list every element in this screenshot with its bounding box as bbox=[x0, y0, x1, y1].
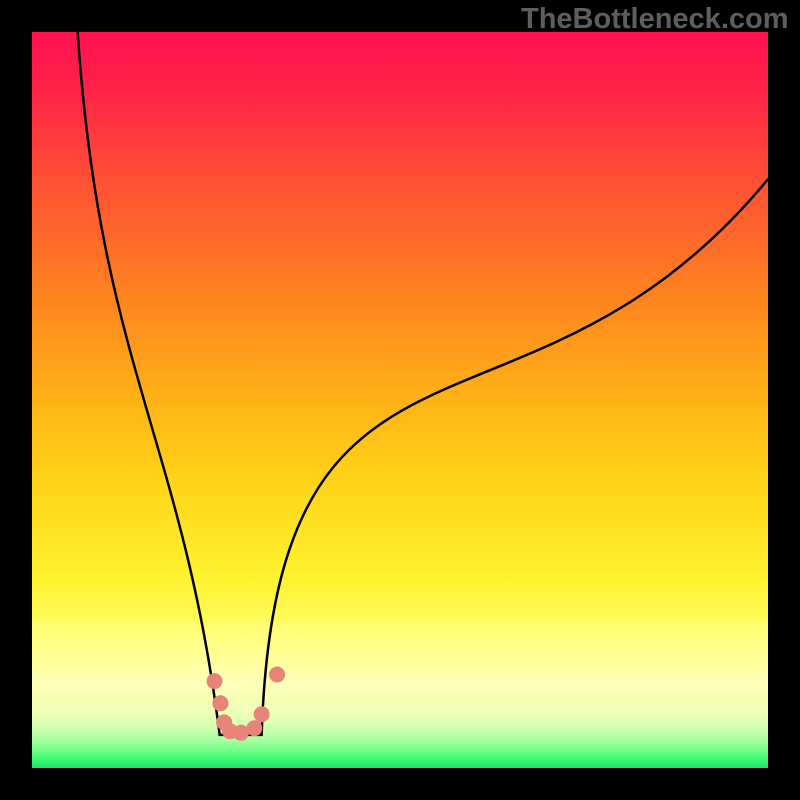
data-point bbox=[246, 720, 262, 736]
pale-band bbox=[32, 621, 768, 695]
data-point bbox=[207, 673, 223, 689]
data-point bbox=[269, 667, 285, 683]
data-point bbox=[254, 706, 270, 722]
watermark-text: TheBottleneck.com bbox=[521, 3, 789, 36]
outer-frame: TheBottleneck.com bbox=[0, 0, 800, 800]
plot-svg bbox=[32, 32, 768, 768]
data-point bbox=[212, 695, 228, 711]
plot-area bbox=[32, 32, 768, 768]
